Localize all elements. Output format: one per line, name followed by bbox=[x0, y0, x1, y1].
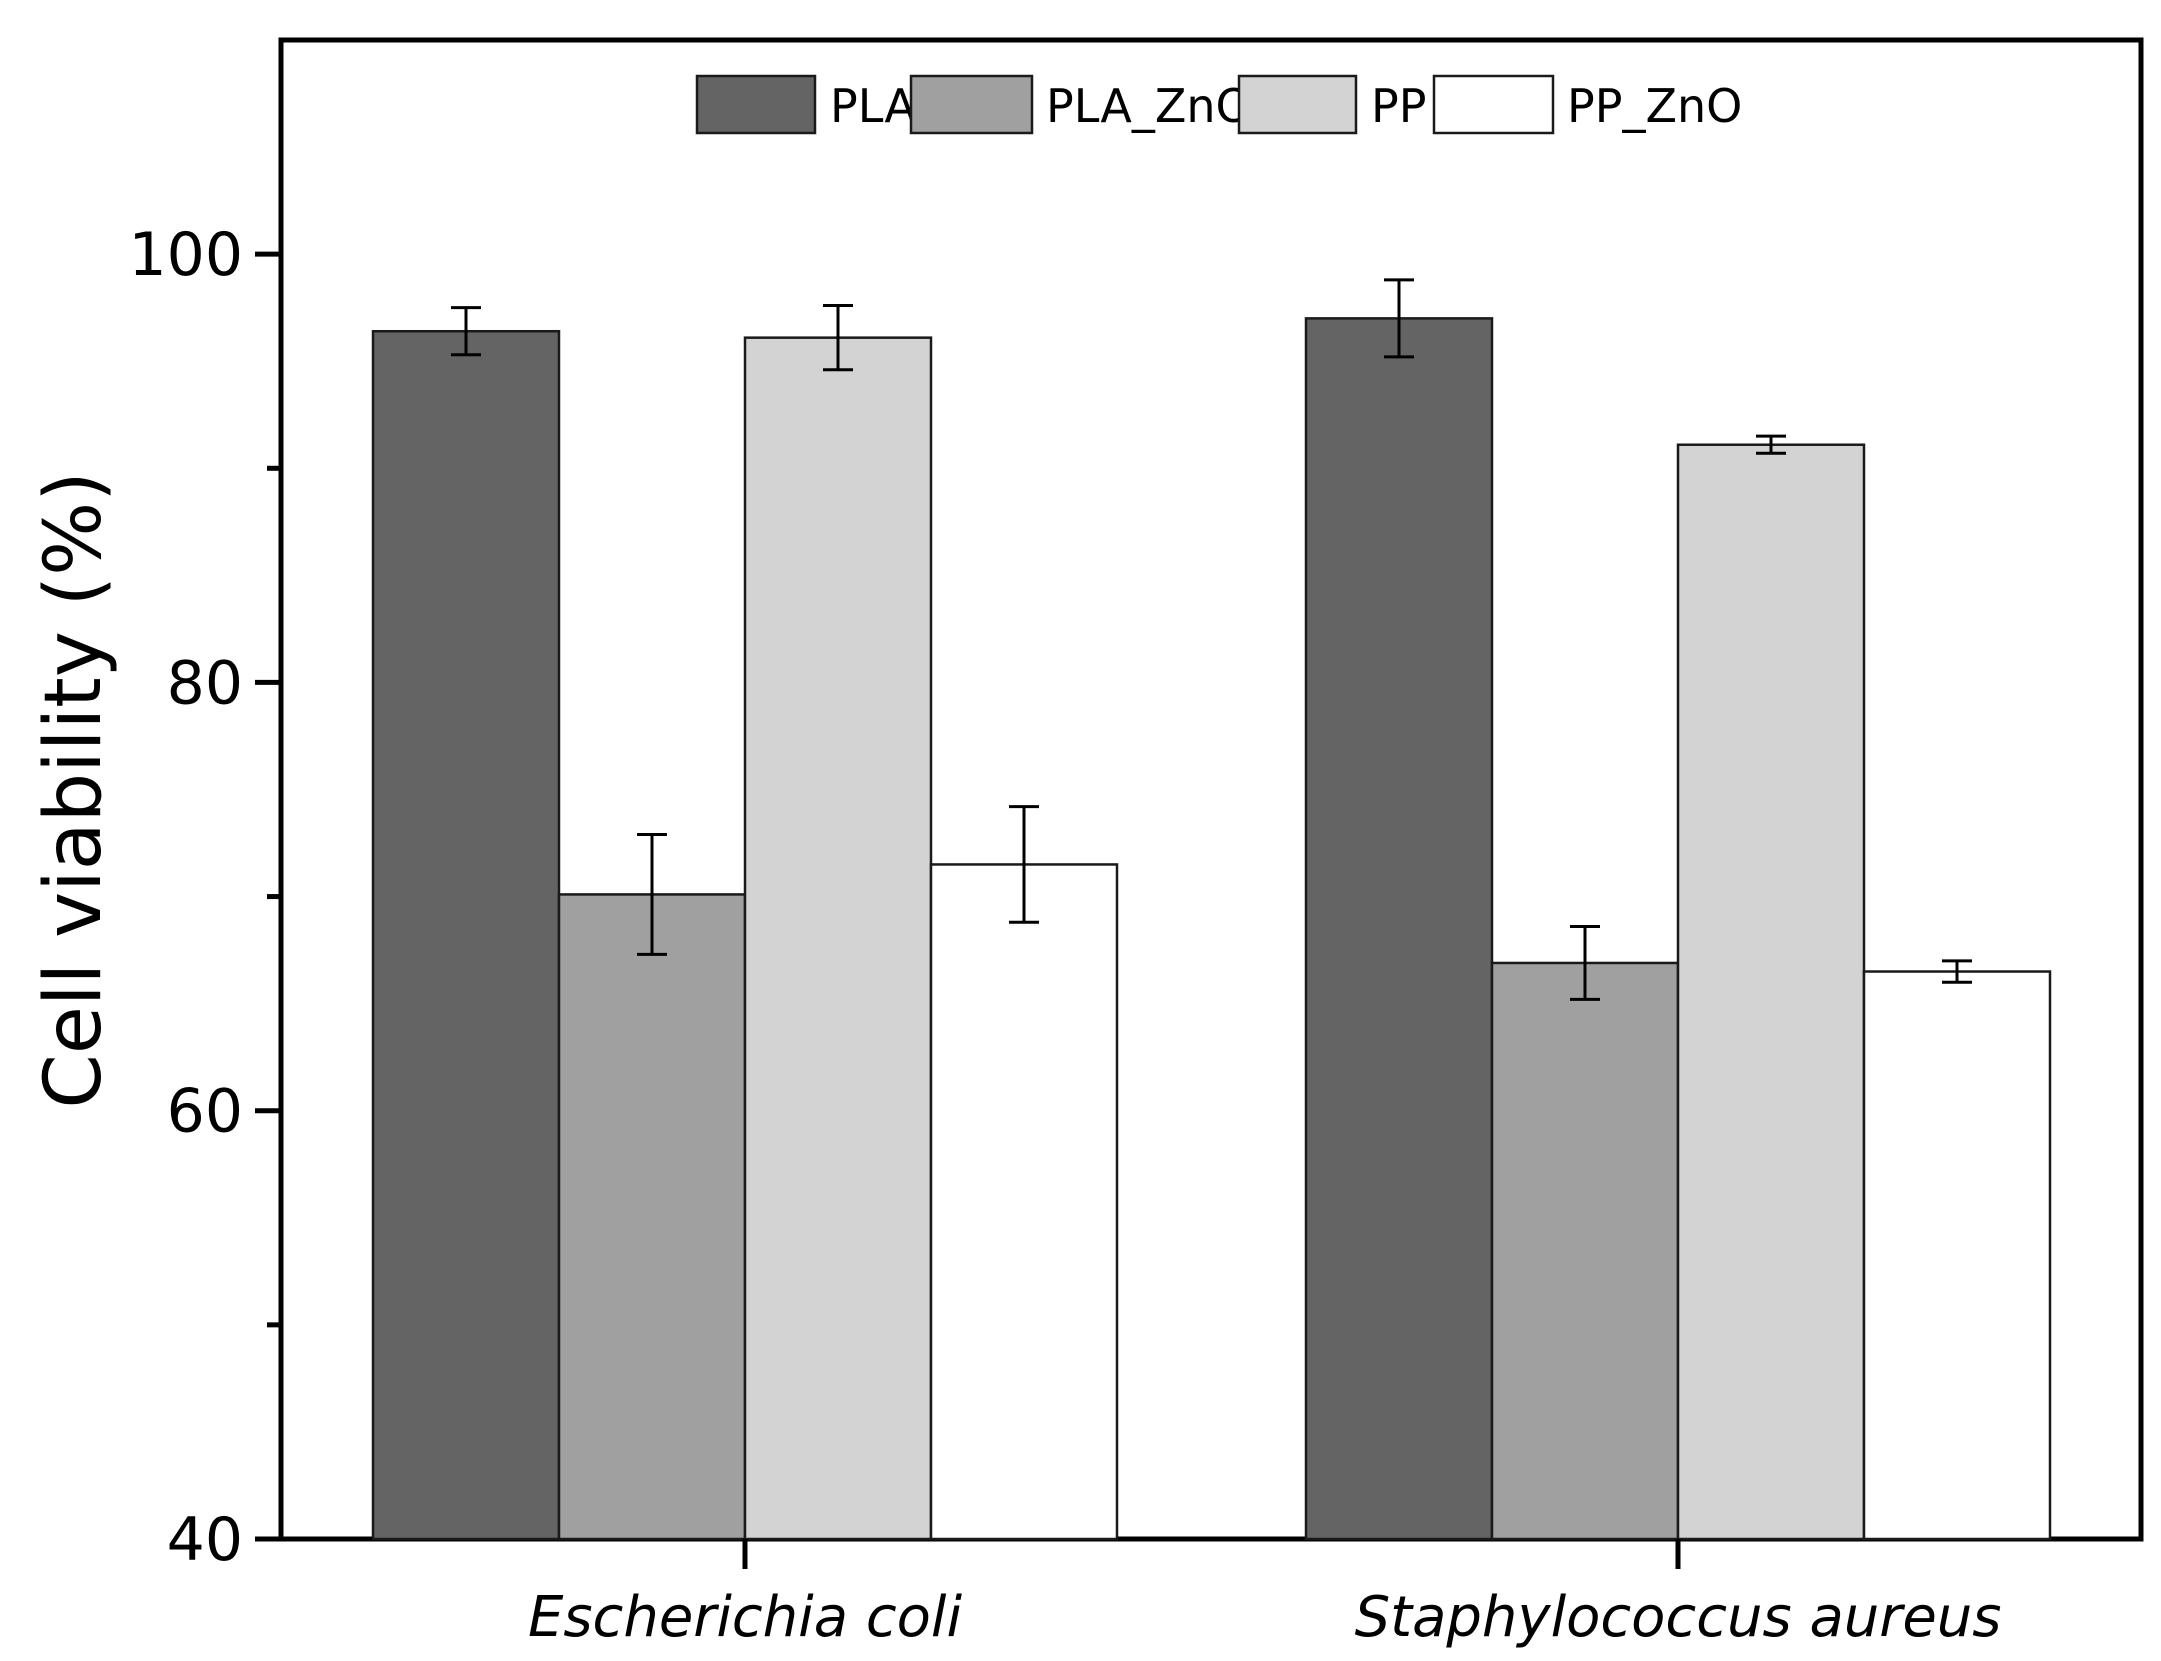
legend: PLA PLA_ZnO PP PP_ZnO bbox=[695, 74, 1742, 135]
bar-pp-1 bbox=[1676, 443, 1866, 1541]
legend-label-pp-zno: PP_ZnO bbox=[1567, 79, 1742, 133]
legend-label-pp: PP bbox=[1371, 79, 1426, 133]
y-tick-label-40: 40 bbox=[167, 1505, 243, 1575]
legend-swatch-pla bbox=[695, 74, 817, 135]
legend-label-pla: PLA bbox=[830, 79, 916, 133]
y-axis: 40 60 80 100 bbox=[128, 220, 281, 1575]
bar-pla-zno-0 bbox=[557, 893, 747, 1541]
x-category-label-1: Staphylococcus aureus bbox=[1355, 1585, 2002, 1650]
bars-layer bbox=[371, 317, 2052, 1541]
y-axis-title: Cell viability (%) bbox=[29, 471, 119, 1108]
y-tick-label-60: 60 bbox=[167, 1077, 243, 1147]
legend-swatch-pp-zno bbox=[1432, 74, 1555, 135]
x-category-label-0: Escherichia coli bbox=[528, 1585, 962, 1650]
legend-swatch-pla-zno bbox=[909, 74, 1034, 135]
y-tick-label-100: 100 bbox=[128, 220, 243, 290]
bar-pp-zno-1 bbox=[1862, 970, 2052, 1541]
bar-pla-1 bbox=[1304, 317, 1494, 1541]
legend-swatch-pp bbox=[1237, 74, 1358, 135]
bar-pla-0 bbox=[371, 329, 561, 1541]
bar-pla-zno-1 bbox=[1490, 961, 1680, 1541]
x-axis: Escherichia coli Staphylococcus aureus bbox=[528, 1539, 2001, 1650]
y-tick-label-80: 80 bbox=[167, 648, 243, 718]
plot-frame bbox=[278, 37, 2144, 1542]
bar-pp-0 bbox=[743, 336, 933, 1541]
legend-label-pla-zno: PLA_ZnO bbox=[1046, 79, 1252, 133]
bar-pp-zno-0 bbox=[929, 863, 1119, 1541]
error-bars-layer bbox=[451, 278, 1972, 1001]
